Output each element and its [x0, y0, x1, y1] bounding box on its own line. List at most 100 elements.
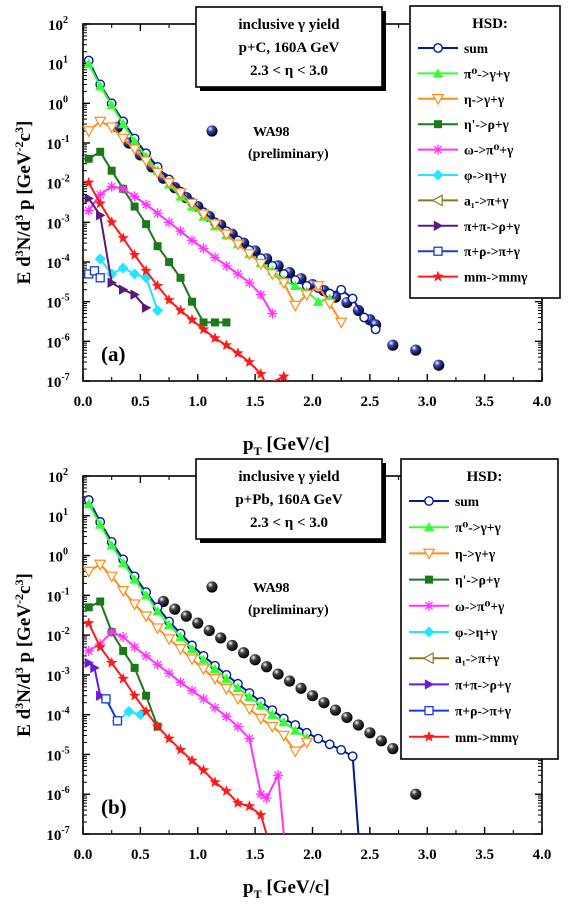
series-marker-0 — [359, 312, 370, 323]
legend-entry: ω->π⁰+γ — [455, 599, 505, 614]
legend-marker — [431, 194, 443, 207]
series-marker-0 — [324, 739, 335, 750]
series-line-0 — [87, 499, 360, 834]
legend-marker — [434, 120, 442, 129]
x-tick-label: 4.0 — [533, 847, 552, 863]
legend-marker — [425, 575, 433, 584]
plot-area — [83, 55, 445, 381]
reaction-label: p+Pb, 160A GeV — [235, 492, 342, 508]
series-marker-4 — [141, 199, 152, 210]
series-marker-1 — [267, 709, 278, 719]
x-tick-label: 0.0 — [74, 847, 93, 863]
series-marker-4 — [164, 217, 175, 228]
series-marker-3 — [199, 318, 208, 327]
wa98-data-point — [318, 697, 330, 709]
series-marker-2 — [83, 566, 95, 578]
series-marker-9 — [174, 304, 187, 316]
series-marker-2 — [93, 559, 107, 571]
series-marker-2 — [185, 198, 199, 210]
legend-entry: mm->mmγ — [464, 270, 528, 285]
legend-marker — [423, 730, 435, 742]
legend-marker — [432, 169, 444, 181]
series-marker-0 — [336, 284, 347, 295]
series-marker-4 — [232, 721, 243, 732]
legend-entry: mm->mmγ — [455, 730, 519, 745]
series-marker-4 — [255, 289, 266, 300]
series-marker-0 — [370, 324, 381, 335]
wa98-data-point — [203, 624, 215, 637]
series-marker-1 — [83, 58, 94, 68]
series-marker-9 — [255, 809, 267, 820]
series-marker-4 — [106, 181, 117, 192]
legend-marker — [422, 548, 436, 560]
wa98-sublabel: (preliminary) — [248, 603, 329, 618]
series-marker-2 — [105, 571, 118, 583]
series-marker-2 — [231, 694, 245, 706]
series-marker-2 — [208, 219, 222, 231]
series-marker-2 — [151, 167, 164, 179]
legend-marker — [422, 651, 434, 665]
series-marker-2 — [139, 156, 153, 168]
series-marker-2 — [162, 634, 176, 646]
panel-b: 0.0 0.5 1.0 1.5 2.0 2.5 3.0 3.5 4.0 10-7 10-6 10-5 1… — [12, 458, 559, 901]
wa98-data-point — [433, 359, 445, 371]
wa98-data-point — [410, 344, 422, 356]
series-marker-2 — [277, 730, 291, 742]
legend-entry: η->γ+γ — [455, 546, 496, 561]
series-marker-1 — [232, 682, 244, 693]
x-tick-label: 3.5 — [475, 394, 494, 410]
series-marker-4 — [141, 650, 152, 661]
series-marker-4 — [209, 252, 220, 263]
series-marker-4 — [175, 226, 186, 237]
x-tick-label: 3.0 — [418, 394, 437, 410]
series-marker-4 — [198, 243, 209, 254]
series-marker-4 — [175, 677, 186, 688]
series-marker-1 — [209, 663, 221, 674]
series-marker-7 — [96, 210, 106, 221]
series-marker-1 — [95, 519, 106, 529]
legend-marker — [424, 705, 434, 716]
series-marker-2 — [197, 664, 210, 676]
plot-area — [83, 495, 422, 834]
wa98-data-point — [169, 603, 181, 615]
series-marker-1 — [198, 654, 209, 664]
series-marker-9 — [128, 249, 141, 260]
y-tick-label: 10-3 — [46, 213, 69, 232]
series-marker-3 — [130, 663, 139, 672]
series-marker-3 — [210, 318, 219, 327]
series-marker-9 — [163, 294, 175, 305]
series-marker-3 — [130, 202, 139, 211]
series-marker-2 — [83, 126, 95, 138]
legend-marker — [423, 626, 435, 638]
series-marker-3 — [84, 603, 93, 612]
legend-marker — [433, 43, 443, 53]
series-marker-1 — [221, 673, 232, 683]
x-tick-label: 0.0 — [74, 394, 93, 410]
series-marker-1 — [255, 700, 267, 710]
wa98-data-point — [215, 632, 227, 644]
series-marker-1 — [290, 725, 301, 735]
wa98-data-point — [283, 675, 296, 687]
series-marker-9 — [186, 754, 198, 766]
reaction-box — [195, 458, 383, 540]
series-marker-2 — [289, 746, 302, 758]
eta-range-label: 2.3 < η < 3.0 — [250, 63, 328, 79]
y-tick-label: 10-4 — [46, 253, 69, 272]
series-marker-2 — [208, 673, 222, 686]
series-marker-2 — [300, 737, 313, 749]
legend-entry: φ->η+γ — [455, 625, 498, 640]
series-marker-9 — [243, 800, 256, 812]
legend-marker — [433, 220, 444, 231]
series-marker-9 — [174, 743, 187, 755]
y-tick-label: 10-3 — [46, 666, 69, 685]
series-marker-1 — [290, 280, 301, 291]
y-tick-label: 10-7 — [46, 825, 69, 844]
legend-entry: η->γ+γ — [464, 92, 505, 107]
legend-entry: π+π->ρ+γ — [464, 219, 521, 234]
series-marker-0 — [347, 293, 358, 304]
series-marker-2 — [323, 298, 336, 310]
y-tick-label: 101 — [48, 55, 68, 74]
x-tick-label: 1.5 — [246, 847, 265, 863]
series-marker-9 — [186, 313, 198, 325]
series-marker-4 — [129, 642, 140, 653]
